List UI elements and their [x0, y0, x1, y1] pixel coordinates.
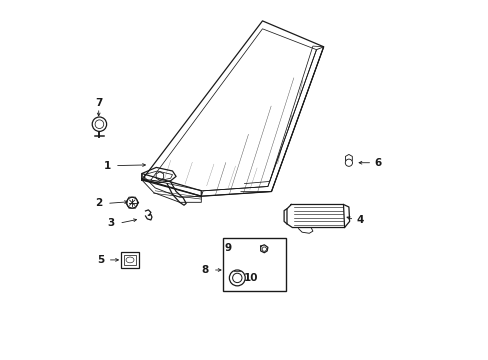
Bar: [123, 255, 136, 265]
Text: 8: 8: [201, 265, 208, 275]
Text: 6: 6: [373, 158, 381, 168]
Text: 2: 2: [95, 198, 102, 208]
Text: 10: 10: [243, 273, 258, 283]
Text: 1: 1: [103, 161, 110, 171]
Bar: [121, 252, 139, 268]
Circle shape: [345, 159, 352, 166]
Bar: [223, 238, 285, 291]
Text: 7: 7: [95, 98, 102, 108]
Text: 3: 3: [107, 218, 115, 228]
Text: 5: 5: [97, 255, 104, 265]
Circle shape: [229, 270, 244, 286]
Text: 4: 4: [355, 215, 363, 225]
Circle shape: [92, 117, 106, 131]
Text: 9: 9: [224, 243, 231, 253]
Circle shape: [126, 197, 137, 208]
